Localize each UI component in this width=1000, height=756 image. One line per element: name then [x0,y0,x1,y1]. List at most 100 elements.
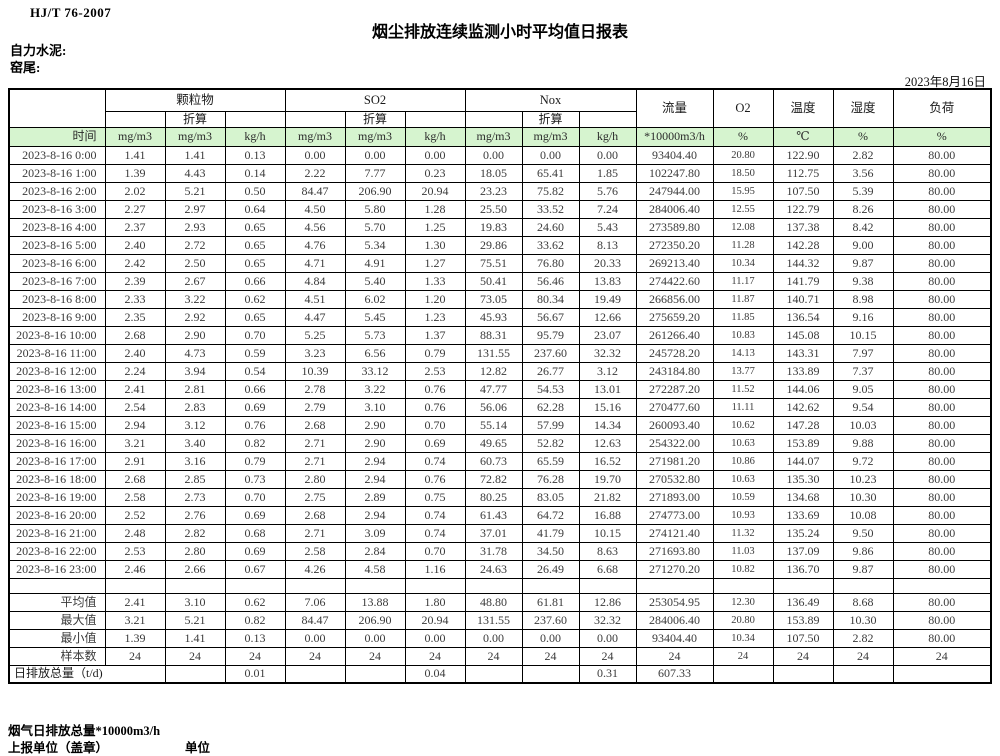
table-body: 2023-8-16 0:00 1.41 1.41 0.13 0.00 0.00 0.00 0.… [8,145,992,684]
value-cell: 61.81 [521,592,580,612]
value-cell: 2.54 [104,397,166,417]
value-cell: 26.77 [521,361,580,381]
time-cell: 2023-8-16 15:00 [8,415,106,435]
blank-cell [578,110,637,128]
value-cell: 5.34 [344,235,406,255]
unit-cell: % [712,126,774,147]
value-cell: 131.55 [464,343,523,363]
time-cell: 2023-8-16 13:00 [8,379,106,399]
hour-row: 2023-8-16 14:00 2.54 2.83 0.69 2.79 3.10 0.76 5… [8,397,992,417]
value-cell: 14.34 [578,415,637,435]
time-cell: 2023-8-16 23:00 [8,559,106,579]
value-cell: 3.22 [344,379,406,399]
value-cell: 16.88 [578,505,637,525]
value-cell: 1.28 [404,199,466,219]
value-cell: 5.39 [832,181,894,201]
hour-row: 2023-8-16 19:00 2.58 2.73 0.70 2.75 2.89 0.75 8… [8,487,992,507]
value-cell: 0.69 [404,433,466,453]
time-cell: 2023-8-16 7:00 [8,271,106,291]
value-cell: 2.41 [104,379,166,399]
value-cell: 80.00 [892,289,992,309]
value-cell: 0.00 [578,145,637,165]
value-cell: 0.00 [344,628,406,648]
value-cell: 95.79 [521,325,580,345]
value-cell: 5.25 [284,325,346,345]
value-cell: 269213.40 [635,253,714,273]
conversion-label: 折算 [521,110,580,128]
value-cell: 2.68 [284,415,346,435]
value-cell: 80.00 [892,469,992,489]
value-cell: 37.01 [464,523,523,543]
value-cell: 2.22 [284,163,346,183]
value-cell: 0.76 [404,469,466,489]
hour-row: 2023-8-16 6:00 2.42 2.50 0.65 4.71 4.91 1.27 75… [8,253,992,273]
value-cell: 1.30 [404,235,466,255]
blank-cell [8,577,106,594]
value-cell: 2.39 [104,271,166,291]
value-cell: 8.98 [832,289,894,309]
value-cell: 4.58 [344,559,406,579]
value-cell: 2.94 [344,505,406,525]
value-cell: 144.07 [772,451,834,471]
unit-cell: kg/h [224,126,286,147]
value-cell: 133.69 [772,505,834,525]
value-cell: 0.76 [404,397,466,417]
value-cell: 33.62 [521,235,580,255]
value-cell: 2.35 [104,307,166,327]
blank-cell [404,577,466,594]
value-cell: 29.86 [464,235,523,255]
time-cell: 2023-8-16 18:00 [8,469,106,489]
value-cell: 0.62 [224,592,286,612]
hour-row: 2023-8-16 0:00 1.41 1.41 0.13 0.00 0.00 0.00 0.… [8,145,992,165]
value-cell: 2.80 [284,469,346,489]
time-cell: 2023-8-16 3:00 [8,199,106,219]
value-cell: 0.13 [224,628,286,648]
value-cell: 274121.40 [635,523,714,543]
value-cell: 11.85 [712,307,774,327]
value-cell: 56.67 [521,307,580,327]
value-cell: 12.63 [578,433,637,453]
value-cell: 0.67 [224,559,286,579]
value-cell: 2.90 [164,325,226,345]
value-cell: 4.84 [284,271,346,291]
value-cell: 65.41 [521,163,580,183]
time-cell: 2023-8-16 14:00 [8,397,106,417]
value-cell: 93404.40 [635,628,714,648]
value-cell: 80.34 [521,289,580,309]
value-cell: 56.06 [464,397,523,417]
value-cell: 18.50 [712,163,774,183]
value-cell: 4.47 [284,307,346,327]
value-cell: 15.95 [712,181,774,201]
value-cell: 0.54 [224,361,286,381]
hour-row: 2023-8-16 8:00 2.33 3.22 0.62 4.51 6.02 1.20 73… [8,289,992,309]
value-cell: 261266.40 [635,325,714,345]
value-cell: 10.08 [832,505,894,525]
value-cell: 1.39 [104,163,166,183]
value-cell: 24 [404,646,466,666]
value-cell: 2.81 [164,379,226,399]
value-cell: 10.30 [832,487,894,507]
value-cell: 4.76 [284,235,346,255]
value-cell: 10.86 [712,451,774,471]
value-cell: 0.66 [224,271,286,291]
value-cell: 10.63 [712,433,774,453]
value-cell: 5.43 [578,217,637,237]
value-cell: 80.00 [892,541,992,561]
value-cell [284,664,346,684]
value-cell: 1.85 [578,163,637,183]
value-cell: 0.00 [404,145,466,165]
value-cell: 80.00 [892,163,992,183]
value-cell: 0.69 [224,397,286,417]
value-cell: 0.14 [224,163,286,183]
value-cell: 7.77 [344,163,406,183]
company-label: 自力水泥: [10,43,67,58]
value-cell: 0.75 [404,487,466,507]
hour-row: 2023-8-16 11:00 2.40 4.73 0.59 3.23 6.56 0.79 1… [8,343,992,363]
value-cell: 20.33 [578,253,637,273]
header-temperature: 温度 [772,88,834,128]
value-cell: 9.05 [832,379,894,399]
value-cell: 12.66 [578,307,637,327]
hour-row: 2023-8-16 10:00 2.68 2.90 0.70 5.25 5.73 1.37 8… [8,325,992,345]
value-cell: 5.21 [164,610,226,630]
value-cell [832,664,894,684]
